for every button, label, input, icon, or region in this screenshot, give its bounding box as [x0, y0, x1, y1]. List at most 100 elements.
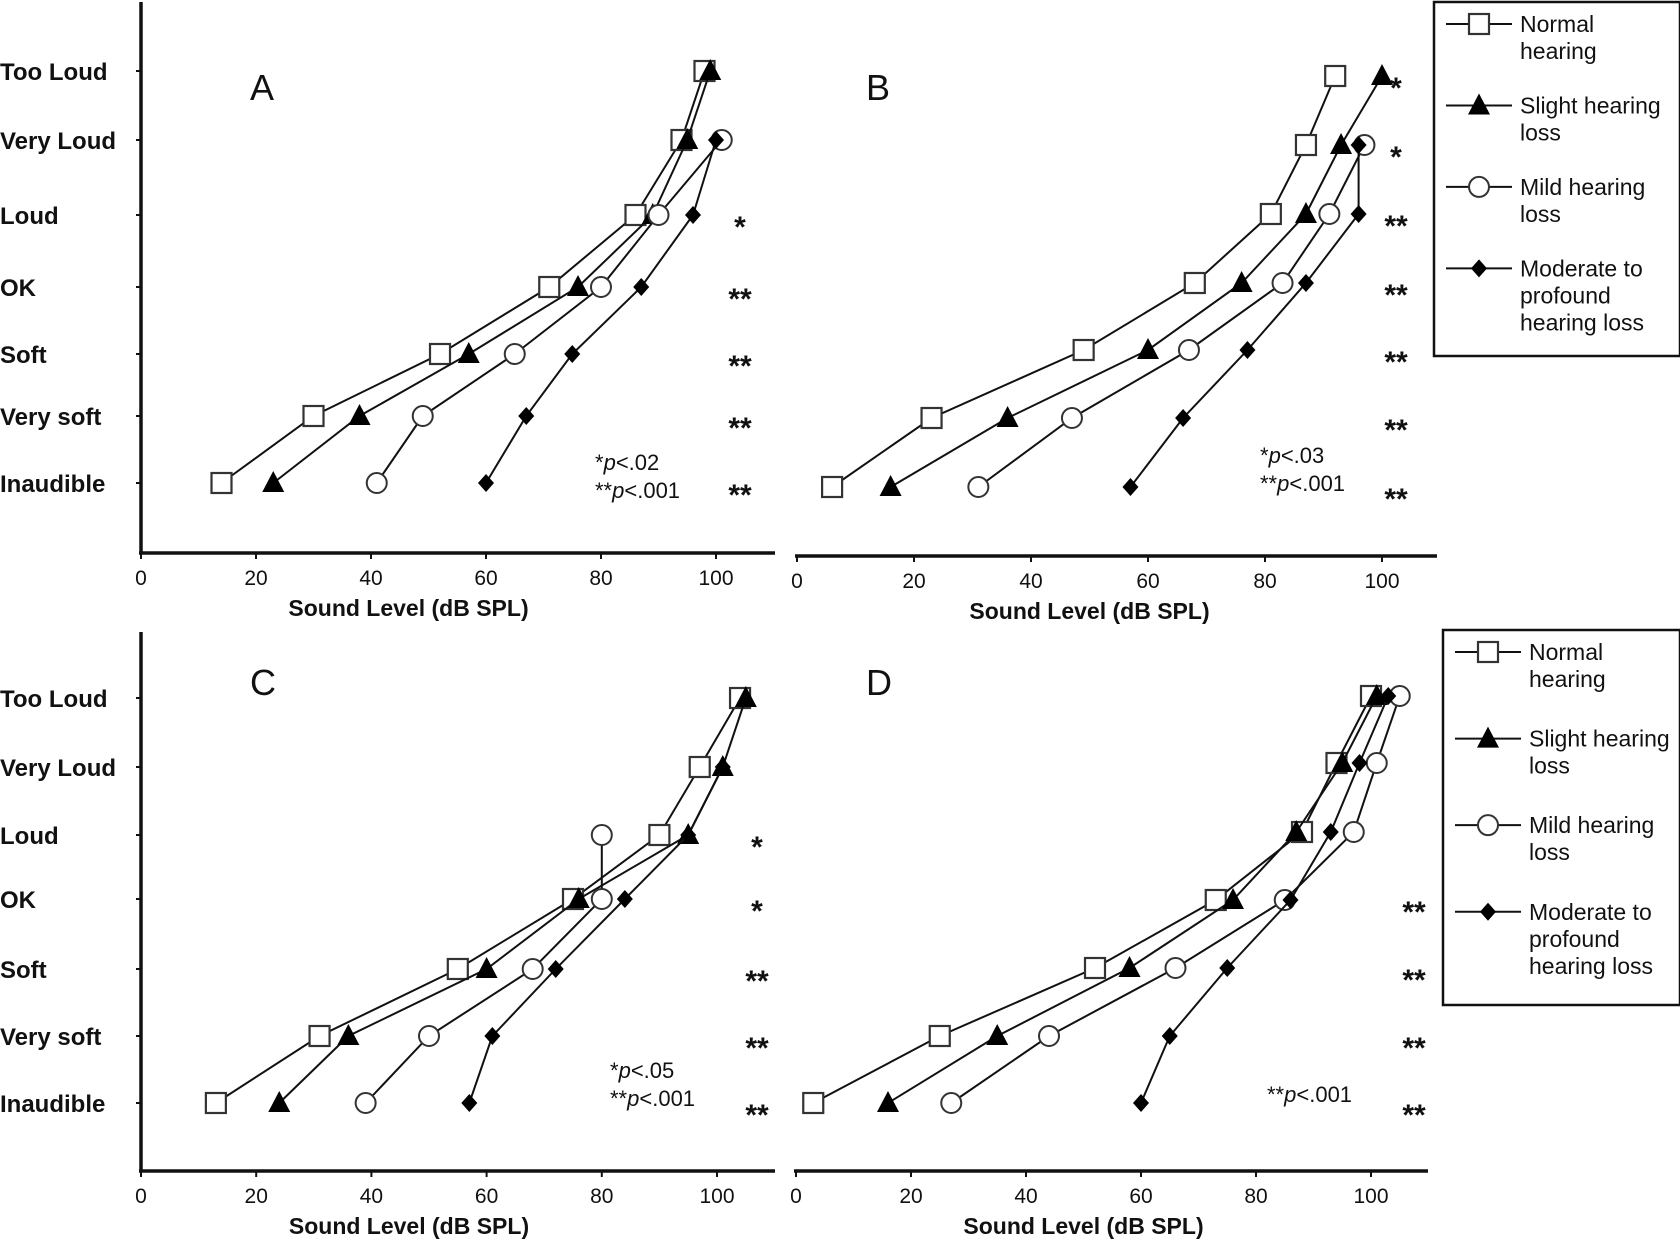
data-point-very-soft [484, 1027, 501, 1045]
data-point-very-loud [708, 131, 724, 149]
legend-marker [1468, 175, 1490, 198]
data-point-very-soft [308, 1024, 331, 1048]
data-point-ok [1230, 271, 1253, 292]
data-point-soft [1164, 957, 1187, 979]
legend: Normal hearing Slight hearing loss Mild hear… [1432, 0, 1680, 358]
legend-label: Moderate to profound hearing loss [1529, 899, 1653, 979]
data-point-loud [1342, 821, 1365, 843]
data-point-ok [590, 276, 612, 298]
x-tick-label: 80 [590, 1185, 613, 1208]
data-point-ok [1297, 274, 1314, 292]
significance-marker: ** [728, 283, 752, 316]
data-point-inaudible [365, 472, 388, 494]
data-point-too-loud [1380, 687, 1397, 705]
data-point-very-loud [714, 758, 731, 776]
data-point-loud [647, 204, 670, 226]
data-point-ok [1204, 888, 1227, 912]
significance-marker: ** [728, 350, 752, 383]
x-tick-label: 80 [1244, 1185, 1267, 1208]
significance-marker: * [751, 831, 763, 864]
category-label-loud: Loud [0, 823, 59, 850]
x-tick-label: 0 [135, 567, 147, 590]
data-point-loud [1259, 202, 1282, 226]
data-point-loud [1285, 820, 1308, 841]
data-point-very-loud [1350, 136, 1367, 154]
data-point-too-loud [1371, 64, 1393, 85]
legend-label: Slight hearing loss [1529, 726, 1670, 779]
series-line [1129, 145, 1360, 488]
category-label-inaudible: Inaudible [0, 1091, 105, 1118]
data-point-inaudible [1122, 478, 1139, 496]
significance-marker: ** [1384, 483, 1408, 516]
data-point-very-soft [348, 404, 371, 425]
legend-marker [1467, 12, 1491, 36]
data-point-loud [624, 203, 647, 227]
legend-marker [1477, 814, 1499, 837]
legend-marker [1468, 93, 1490, 115]
data-point-ok [1222, 888, 1244, 909]
category-label-very-loud: Very Loud [0, 128, 116, 155]
data-point-very-soft [1060, 407, 1083, 429]
data-point-very-loud [1351, 754, 1368, 772]
series-line [1140, 695, 1390, 1104]
series-line [215, 697, 741, 1104]
data-point-soft [564, 345, 581, 363]
p-value-note: *p<.02 [595, 450, 659, 475]
significance-marker: ** [728, 479, 752, 512]
x-axis-label: Sound Level (dB SPL) [969, 598, 1209, 624]
x-tick-label: 40 [359, 567, 382, 590]
panel-label: D [866, 662, 892, 703]
category-label-soft: Soft [0, 957, 47, 984]
p-value-note: *p<.05 [610, 1058, 674, 1083]
x-tick-label: 0 [135, 1185, 147, 1208]
category-label-ok: OK [0, 275, 37, 302]
p-value-note: **p<.001 [610, 1086, 695, 1111]
significance-marker: ** [1384, 279, 1408, 312]
legend: Normal hearing Slight hearing loss Mild hear… [1441, 628, 1680, 1007]
data-point-soft [521, 958, 544, 980]
p-value-note: *p<.03 [1260, 443, 1324, 468]
x-tick-label: 60 [474, 567, 497, 590]
category-label-inaudible: Inaudible [0, 471, 105, 498]
legend-item-slight-hearing-loss: Slight hearing loss [1446, 92, 1661, 145]
data-point-ok [538, 275, 561, 299]
series-moderate-to-profound-hearing-loss [1133, 687, 1397, 1112]
legend-item-mild-hearing-loss: Mild hearing loss [1455, 812, 1654, 865]
data-point-too-loud [1365, 684, 1388, 705]
series-line [977, 144, 1366, 488]
x-tick-label: 20 [899, 1185, 922, 1208]
data-point-very-soft [302, 404, 325, 428]
data-point-soft [428, 342, 452, 366]
significance-marker: ** [1384, 210, 1408, 243]
data-point-loud [1350, 205, 1367, 223]
x-axis-label: Sound Level (dB SPL) [963, 1213, 1203, 1239]
data-point-very-loud [688, 755, 711, 779]
series-mild-hearing-loss [940, 685, 1411, 1114]
data-point-ok [590, 888, 613, 910]
data-point-inaudible [802, 1091, 825, 1115]
data-point-very-loud [676, 128, 699, 149]
series-line [220, 70, 706, 484]
data-point-soft [1118, 956, 1141, 977]
data-point-soft [1177, 339, 1200, 361]
category-label-soft: Soft [0, 342, 47, 369]
x-tick-label: 20 [245, 1185, 268, 1208]
data-point-very-loud [1294, 133, 1318, 157]
data-point-loud [1322, 823, 1339, 841]
legend-item-moderate-to-profound-hearing-loss: Moderate to profound hearing loss [1455, 899, 1653, 979]
x-tick-label: 80 [1253, 570, 1276, 593]
data-point-inaudible [262, 471, 285, 492]
series-line [375, 139, 723, 484]
panel-a: 0 20 40 60 80 100 Sound Level (dB SPL) Inaudibl… [0, 2, 775, 621]
series-mild-hearing-loss [365, 129, 733, 494]
x-tick-label: 100 [1364, 570, 1399, 593]
x-tick-label: 40 [1019, 570, 1042, 593]
data-point-very-soft [996, 406, 1019, 427]
data-point-loud [648, 823, 671, 847]
data-point-soft [446, 957, 469, 981]
series-slight-hearing-loss [268, 686, 757, 1112]
data-point-very-soft [1161, 1027, 1178, 1045]
data-point-loud [1318, 203, 1341, 225]
data-point-ok [1183, 271, 1206, 295]
